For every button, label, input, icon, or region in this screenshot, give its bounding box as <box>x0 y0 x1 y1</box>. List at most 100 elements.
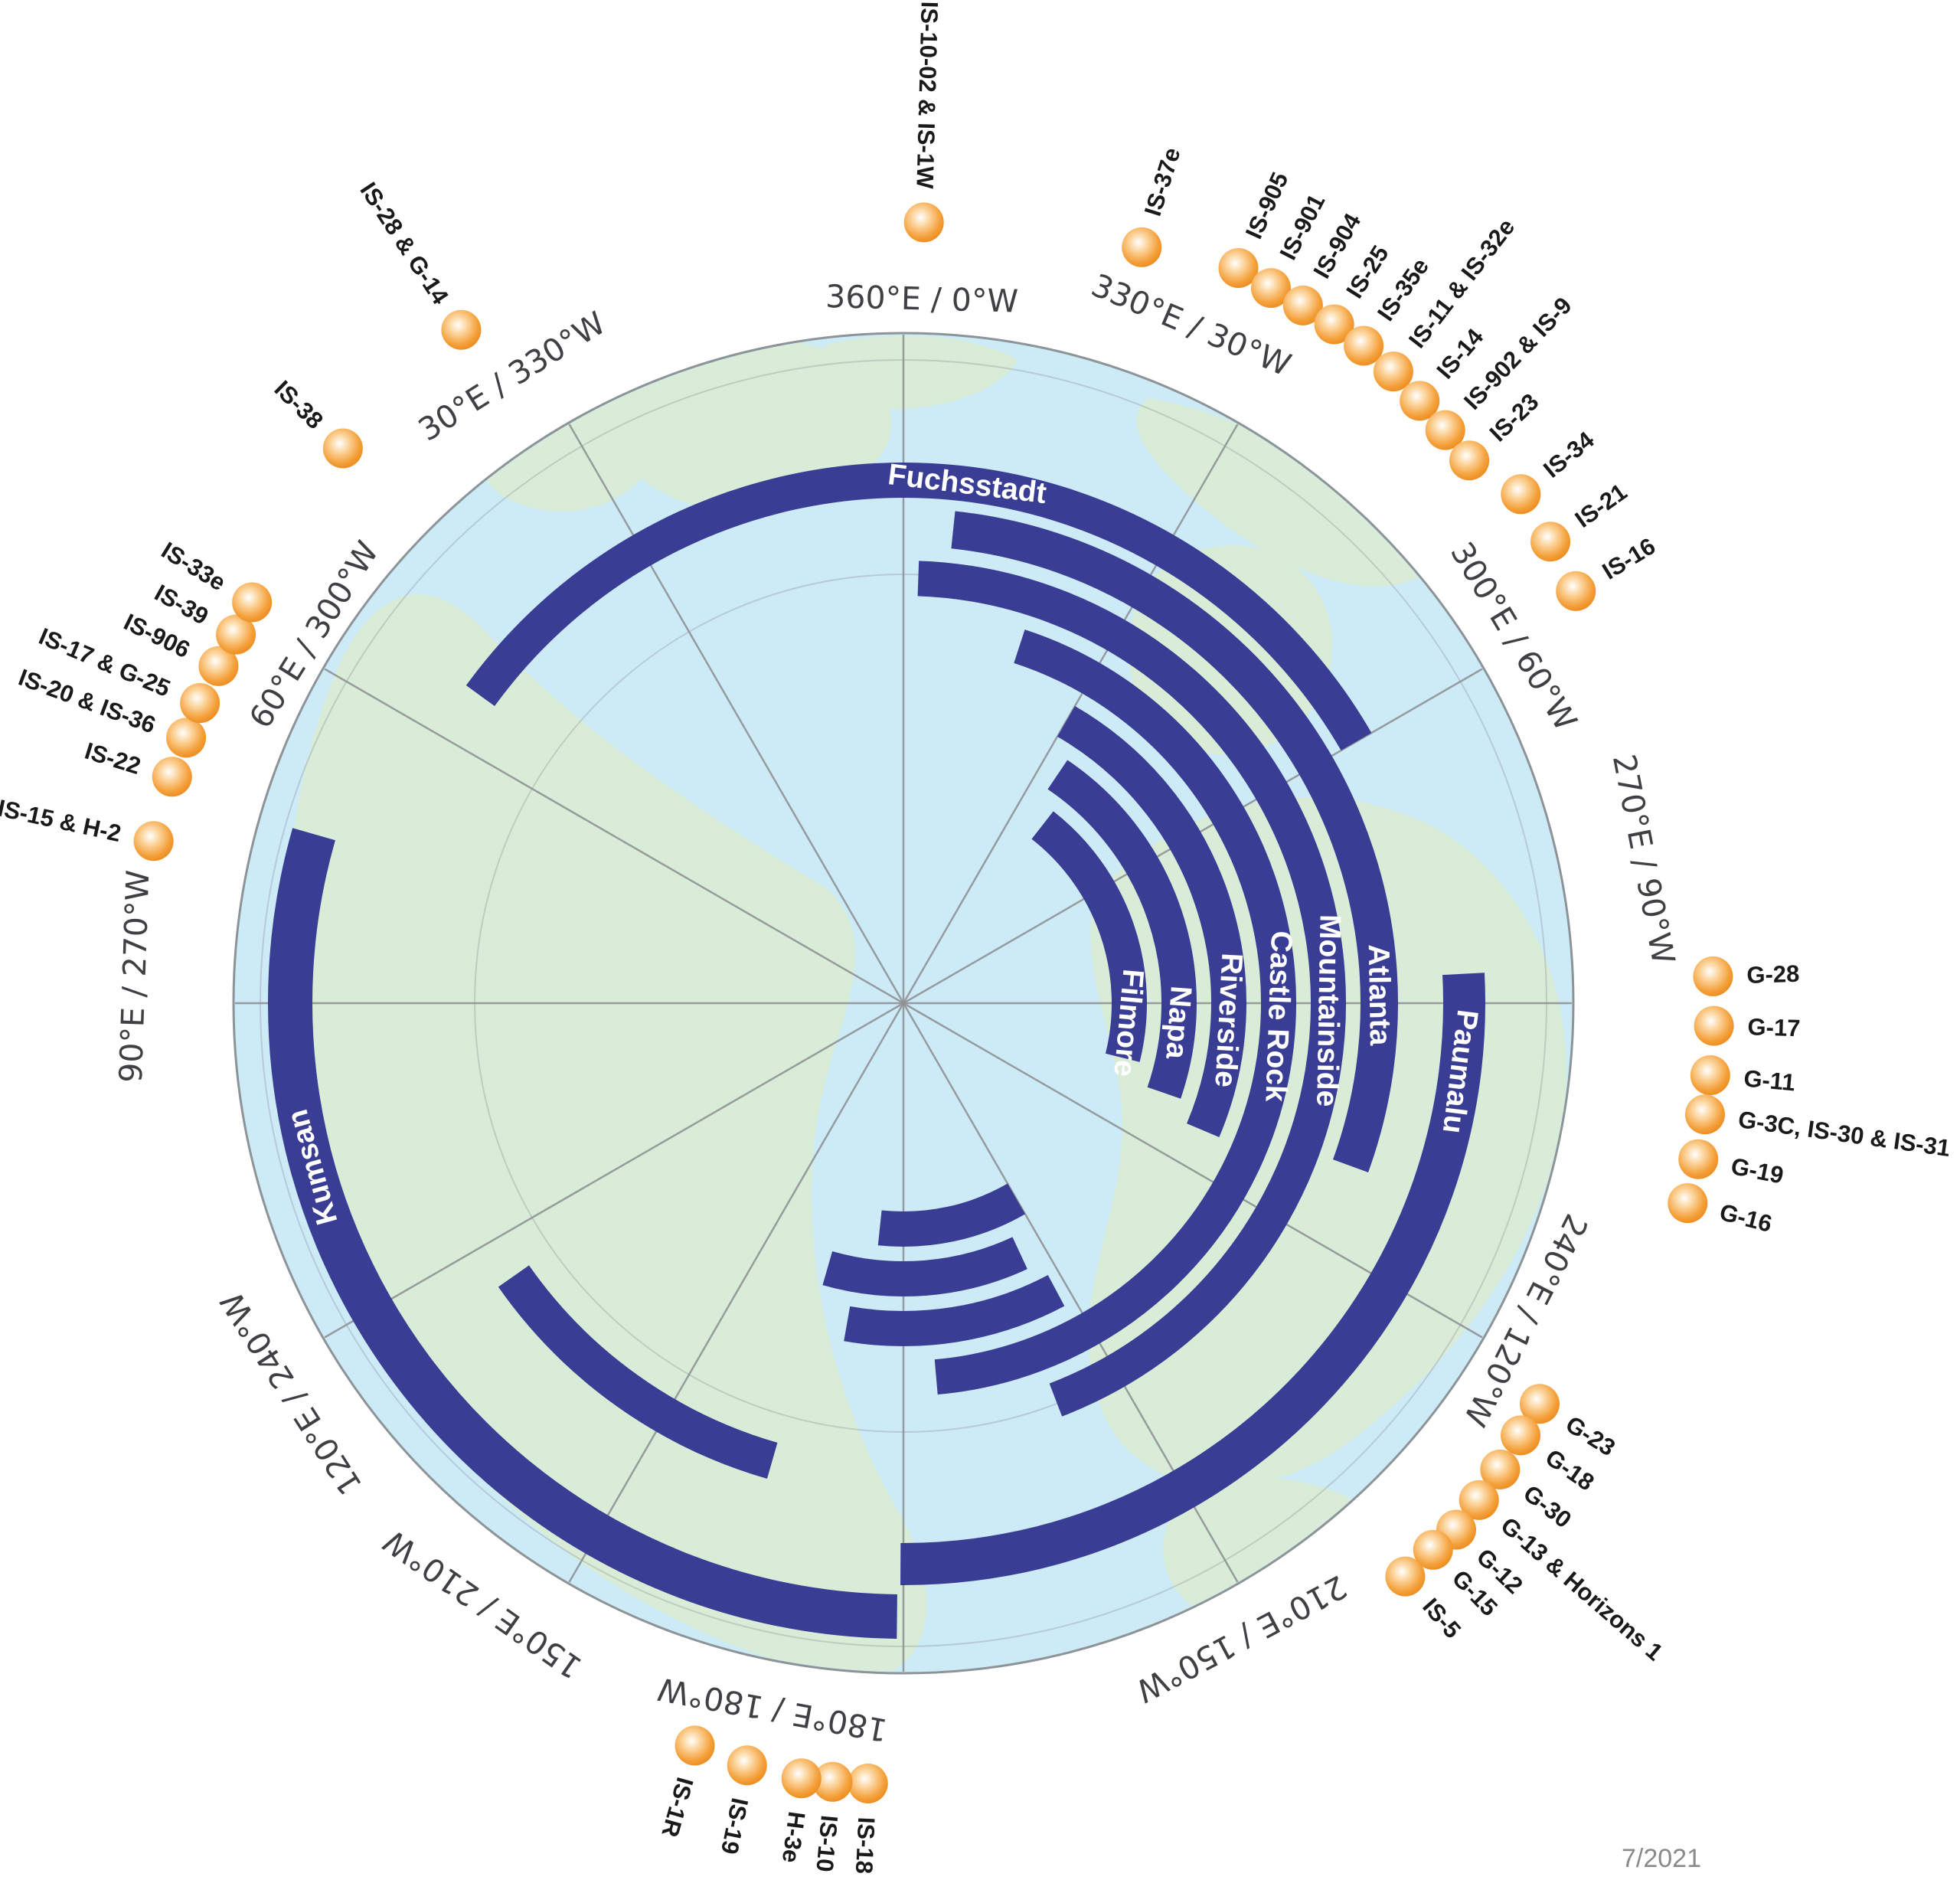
coverage-arc-castle-rock: Castle Rock <box>934 629 1298 1395</box>
satellite-dot <box>675 1725 715 1766</box>
satellite-dot <box>1282 285 1323 325</box>
satellite-label: G-19 <box>1729 1153 1785 1189</box>
arc-segment <box>951 511 1398 1172</box>
arc-segment <box>466 463 1372 751</box>
meridian-line <box>567 1002 905 1584</box>
satellite-label: IS-34 <box>1538 426 1599 483</box>
coverage-arc-riverside: Riverside <box>844 706 1248 1346</box>
satellite-dot <box>232 582 273 623</box>
satellite-is-37e: IS-37e <box>1122 145 1186 267</box>
satellite-label: IS-28 & G-14 <box>354 178 454 309</box>
satellite-dot <box>1344 325 1384 366</box>
coverage-arc-atlanta: Atlanta <box>498 511 1398 1479</box>
satellite-g-19: G-19 <box>1678 1139 1785 1189</box>
satellite-is-16: IS-16 <box>1556 532 1660 611</box>
satellite-g-17: G-17 <box>1694 1005 1801 1046</box>
satellite-g-11: G-11 <box>1690 1055 1796 1096</box>
station-label: Riverside <box>1208 952 1248 1088</box>
satellite-label: G-13 & Horizons 1 <box>1496 1512 1668 1666</box>
satellite-dot <box>1314 304 1354 345</box>
map-edge <box>232 332 1575 1675</box>
arc-segment <box>1047 760 1197 1099</box>
satellite-dot <box>1400 381 1440 421</box>
satellite-dot <box>727 1745 767 1786</box>
satellite-dot <box>1694 1005 1734 1046</box>
meridian-line <box>567 422 905 1004</box>
satellite-dot <box>1501 1415 1541 1456</box>
satellite-label: IS-5 <box>1417 1593 1466 1643</box>
satellite-dot <box>781 1758 822 1799</box>
satellite-label: G-28 <box>1746 960 1800 989</box>
arc-segment <box>1057 706 1246 1138</box>
arc-segment <box>917 561 1346 1417</box>
satellite-dot <box>180 683 220 724</box>
station-label: Castle Rock <box>1259 930 1298 1103</box>
satellite-label: IS-22 <box>82 737 144 780</box>
satellite-dot <box>1218 247 1259 288</box>
satellite-dot <box>1556 571 1596 611</box>
arc-segment <box>822 1237 1027 1296</box>
satellite-label: IS-19 <box>716 1796 753 1857</box>
satellite-label: IS-38 <box>270 375 328 434</box>
arc-segment <box>268 828 897 1639</box>
arc-segment <box>877 1183 1025 1247</box>
satellite-dot <box>152 757 192 797</box>
satellite-is-38: IS-38 <box>270 375 363 469</box>
satellite-label: G-16 <box>1717 1198 1775 1238</box>
satellite-dot <box>441 309 482 350</box>
satellite-is-10-02-is-1w: IS-10-02 & IS-1W <box>903 1 944 243</box>
satellite-is-15-h-2: IS-15 & H-2 <box>0 794 174 862</box>
satellite-g-28: G-28 <box>1693 956 1800 996</box>
satellite-dot <box>1385 1556 1426 1597</box>
satellite-dot <box>1684 1094 1725 1135</box>
satellite-dot <box>216 614 256 655</box>
meridian-line <box>322 1002 904 1339</box>
satellite-is-21: IS-21 <box>1530 478 1632 562</box>
satellite-label: IS-10-02 & IS-1W <box>911 1 942 189</box>
satellite-label: IS-21 <box>1570 478 1632 533</box>
station-label: Atlanta <box>1362 944 1396 1046</box>
satellite-h-3e: H-3e <box>777 1758 822 1865</box>
landmass <box>814 335 1018 410</box>
satellite-dot <box>812 1761 853 1802</box>
satellite-dot <box>1519 1384 1560 1424</box>
satellite-label: G-3C, IS-30 & IS-31 <box>1736 1106 1952 1162</box>
arc-segment <box>934 629 1296 1395</box>
satellite-dot <box>1480 1449 1521 1489</box>
satellite-dot <box>1373 351 1413 392</box>
satellite-dot <box>1690 1055 1730 1096</box>
satellite-dot <box>1122 227 1162 267</box>
satellite-label: IS-37e <box>1139 145 1186 220</box>
station-label: Napa <box>1159 985 1197 1060</box>
date-note: 7/2021 <box>1622 1844 1701 1873</box>
arc-segment <box>844 1274 1065 1346</box>
satellite-label: IS-10 <box>811 1814 843 1873</box>
satellite-dot <box>1501 474 1541 515</box>
satellite-dot <box>198 646 239 686</box>
satellite-is-18: IS-18 <box>848 1763 888 1875</box>
satellite-is-1r: IS-1R <box>656 1725 715 1840</box>
satellite-is-10: IS-10 <box>811 1761 853 1873</box>
satellite-dot <box>1413 1529 1453 1570</box>
satellite-is-19: IS-19 <box>716 1745 767 1856</box>
satellite-label: G-17 <box>1747 1013 1801 1041</box>
satellite-dot <box>1678 1139 1719 1179</box>
satellite-label: IS-1R <box>656 1774 698 1840</box>
satellite-label: IS-16 <box>1598 532 1660 585</box>
satellite-dot <box>1250 268 1291 309</box>
arc-segment <box>498 1265 778 1479</box>
satellite-g-3c-is-30-is-31: G-3C, IS-30 & IS-31 <box>1684 1094 1952 1162</box>
satellite-dot <box>903 202 944 243</box>
satellite-is-22: IS-22 <box>82 737 192 797</box>
satellite-dot <box>166 718 207 758</box>
satellite-dot <box>1459 1479 1499 1520</box>
satellite-label: IS-15 & H-2 <box>0 794 123 847</box>
satellite-label: IS-18 <box>851 1816 880 1875</box>
meridian-line <box>902 422 1240 1004</box>
coverage-arc-filmore: Filmore <box>877 811 1149 1247</box>
satellite-is-28-g-14: IS-28 & G-14 <box>354 178 482 350</box>
satellite-dot <box>1693 956 1733 996</box>
